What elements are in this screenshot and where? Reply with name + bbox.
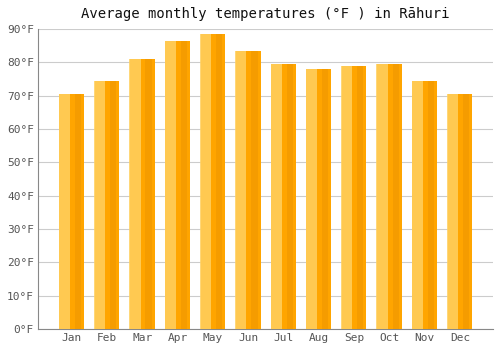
Bar [447,94,458,329]
Bar [341,66,352,329]
Bar [412,81,437,329]
Bar [271,64,296,329]
Bar [110,81,116,329]
Bar [448,94,472,329]
Title: Average monthly temperatures (°F ) in Rāhuri: Average monthly temperatures (°F ) in Rā… [82,7,450,21]
Bar [180,41,187,329]
Bar [130,59,154,329]
Bar [200,34,226,329]
Bar [94,81,105,329]
Bar [59,94,70,329]
Bar [166,41,190,329]
Bar [200,34,211,329]
Bar [94,81,120,329]
Bar [377,64,402,329]
Bar [357,66,364,329]
Bar [216,34,222,329]
Bar [412,81,423,329]
Bar [428,81,434,329]
Bar [392,64,398,329]
Bar [306,69,317,329]
Bar [322,69,328,329]
Bar [236,51,260,329]
Bar [306,69,331,329]
Bar [342,66,366,329]
Bar [252,51,258,329]
Bar [75,94,81,329]
Bar [130,59,140,329]
Bar [236,51,246,329]
Bar [286,64,293,329]
Bar [164,41,176,329]
Bar [60,94,84,329]
Bar [463,94,469,329]
Bar [146,59,152,329]
Bar [270,64,281,329]
Bar [376,64,388,329]
